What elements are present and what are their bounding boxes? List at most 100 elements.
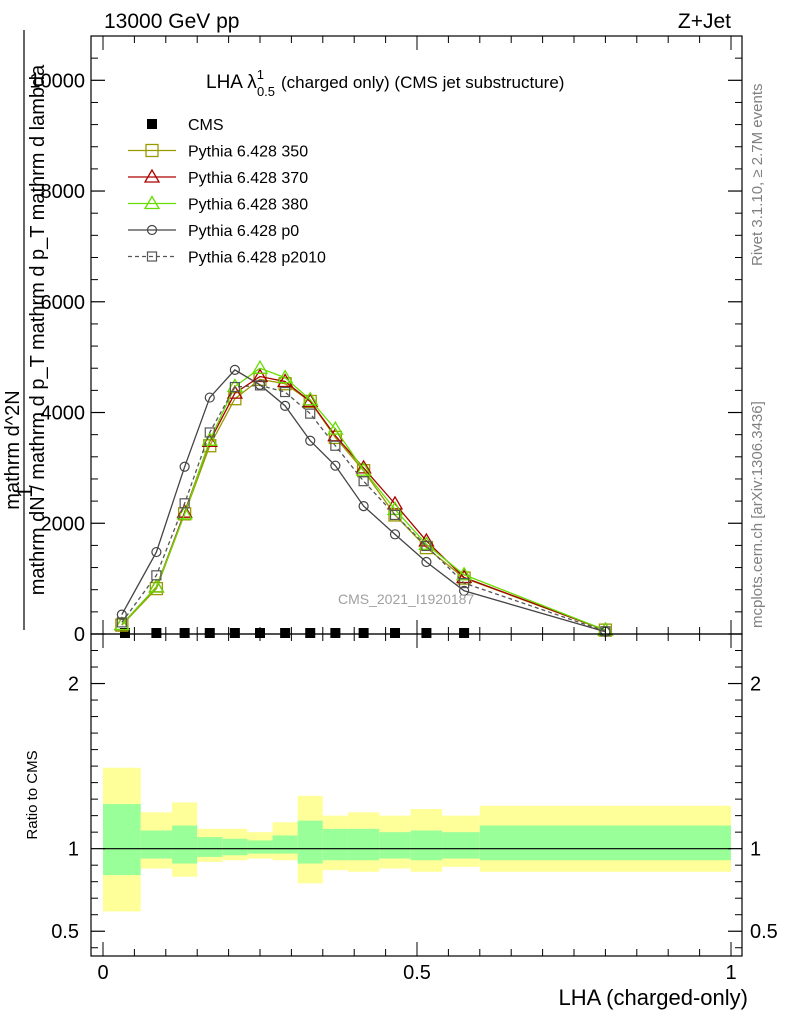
legend-marker bbox=[146, 251, 158, 262]
data-point bbox=[327, 420, 344, 435]
ratio-band-inner bbox=[297, 820, 323, 864]
legend-marker bbox=[143, 195, 161, 210]
legend-marker bbox=[146, 224, 158, 236]
data-point bbox=[302, 391, 319, 406]
x-tick-label: 1 bbox=[725, 962, 736, 984]
data-point bbox=[148, 578, 165, 593]
data-point bbox=[204, 628, 215, 638]
data-point bbox=[358, 476, 369, 487]
plot-title-rest: (charged only) (CMS jet substructure) bbox=[281, 73, 564, 92]
y-label-denominator: mathrm dN / mathrm d p_T mathrm d p_T ma… bbox=[27, 64, 49, 595]
data-point bbox=[421, 556, 432, 568]
data-point bbox=[355, 461, 372, 476]
data-point bbox=[119, 628, 130, 638]
legend-label: CMS bbox=[188, 117, 224, 134]
data-point bbox=[280, 628, 291, 638]
ratio-y-tick-label-right: 2 bbox=[750, 674, 761, 696]
ratio-band-inner bbox=[247, 840, 273, 854]
legend: CMS Pythia 6.428 350 Pythia 6.428 370 Pythi… bbox=[128, 117, 326, 267]
ratio-band-inner bbox=[197, 837, 223, 857]
ratio-y-tick-label: 1 bbox=[68, 839, 79, 861]
data-point bbox=[251, 368, 269, 383]
legend-marker bbox=[143, 168, 161, 183]
data-point bbox=[113, 616, 130, 631]
plot-title-sub: 0.5 bbox=[257, 84, 275, 99]
data-point bbox=[390, 628, 401, 638]
ratio-y-tick-label-right: 0.5 bbox=[750, 921, 778, 943]
main-y-tick-label: 8000 bbox=[41, 181, 86, 203]
ratio-band-inner bbox=[347, 828, 380, 861]
legend-marker bbox=[147, 119, 157, 129]
analysis-watermark: CMS_2021_I1920187 bbox=[338, 591, 474, 607]
legend-label: Pythia 6.428 370 bbox=[188, 170, 308, 187]
ratio-band-inner bbox=[172, 825, 198, 864]
legend-label: Pythia 6.428 p0 bbox=[188, 223, 299, 240]
data-point bbox=[116, 617, 127, 628]
main-y-tick-label: 6000 bbox=[41, 292, 86, 314]
data-point bbox=[302, 393, 319, 408]
legend-entry: CMS bbox=[147, 117, 224, 134]
data-point bbox=[116, 609, 127, 620]
header-left: 13000 GeV pp bbox=[104, 10, 239, 33]
data-point bbox=[229, 381, 240, 393]
rivet-label: Rivet 3.1.10, ≥ 2.7M events bbox=[749, 84, 766, 267]
data-point bbox=[179, 461, 190, 472]
plot-title-sup: 1 bbox=[257, 67, 264, 82]
data-point bbox=[280, 400, 291, 411]
ratio-x-axis: 0 0.5 1 bbox=[97, 634, 737, 984]
data-point bbox=[179, 498, 190, 509]
data-point bbox=[254, 380, 266, 391]
data-point bbox=[421, 628, 432, 638]
ratio-plot-frame bbox=[90, 633, 743, 957]
main-y-tick-label: 4000 bbox=[41, 403, 86, 425]
data-point bbox=[455, 566, 473, 581]
ratio-band-inner bbox=[272, 835, 298, 854]
ratio-y-tick-label-right: 1 bbox=[750, 839, 761, 861]
ratio-y-axis: 0.5 0.5 1 1 2 2 bbox=[51, 650, 778, 949]
ratio-band-inner bbox=[479, 825, 731, 861]
data-point bbox=[229, 628, 240, 638]
data-point bbox=[229, 364, 240, 375]
ratio-band-inner bbox=[442, 832, 480, 859]
ratio-plot: 0.5 0.51 12 2 0 0.5 1 bbox=[51, 633, 778, 984]
y-label-one: 1 bbox=[14, 486, 37, 498]
ratio-band-inner bbox=[379, 832, 411, 859]
data-point bbox=[204, 392, 215, 403]
data-point bbox=[276, 369, 294, 384]
mcplots-label: mcplots.cern.ch [arXiv:1306.3436] bbox=[749, 401, 766, 628]
data-point bbox=[355, 459, 372, 474]
ratio-band-inner bbox=[322, 828, 348, 861]
legend-label: Pythia 6.428 350 bbox=[188, 144, 308, 161]
data-point bbox=[305, 435, 316, 446]
main-y-axis: 0 2000 4000 6000 8000 10000 bbox=[29, 35, 742, 646]
data-point bbox=[201, 431, 218, 446]
series-5 bbox=[116, 380, 611, 637]
legend-label: Pythia 6.428 380 bbox=[188, 197, 308, 214]
data-point bbox=[330, 440, 341, 451]
data-point bbox=[280, 386, 291, 398]
x-axis-label: LHA (charged-only) bbox=[558, 985, 748, 1010]
legend-label: Pythia 6.428 p2010 bbox=[188, 250, 326, 267]
main-plot: 0 2000 4000 6000 8000 10000 LHA λ1 0.5 (charged… bbox=[29, 35, 743, 646]
header-right: Z+Jet bbox=[678, 10, 731, 33]
plot-title-main: LHA λ bbox=[206, 72, 257, 93]
legend-marker bbox=[145, 143, 159, 158]
legend-entry: Pythia 6.428 350 bbox=[128, 144, 308, 161]
x-tick-label: 0.5 bbox=[403, 962, 431, 984]
ratio-band-inner bbox=[410, 830, 443, 861]
data-point bbox=[358, 628, 369, 638]
legend-entry: Pythia 6.428 370 bbox=[128, 168, 308, 187]
data-point bbox=[305, 408, 316, 419]
data-point bbox=[389, 509, 401, 521]
ratio-band-inner bbox=[140, 830, 173, 859]
main-y-tick-label: 2000 bbox=[41, 513, 86, 535]
data-point bbox=[358, 500, 369, 512]
data-point bbox=[421, 540, 432, 552]
data-point bbox=[179, 628, 190, 638]
data-point bbox=[459, 585, 470, 596]
ratio-y-label: Ratio to CMS bbox=[24, 750, 41, 839]
data-point bbox=[151, 570, 162, 581]
plot-title: LHA λ1 0.5 (charged only) (CMS jet substru… bbox=[206, 67, 564, 99]
data-point bbox=[330, 460, 341, 471]
